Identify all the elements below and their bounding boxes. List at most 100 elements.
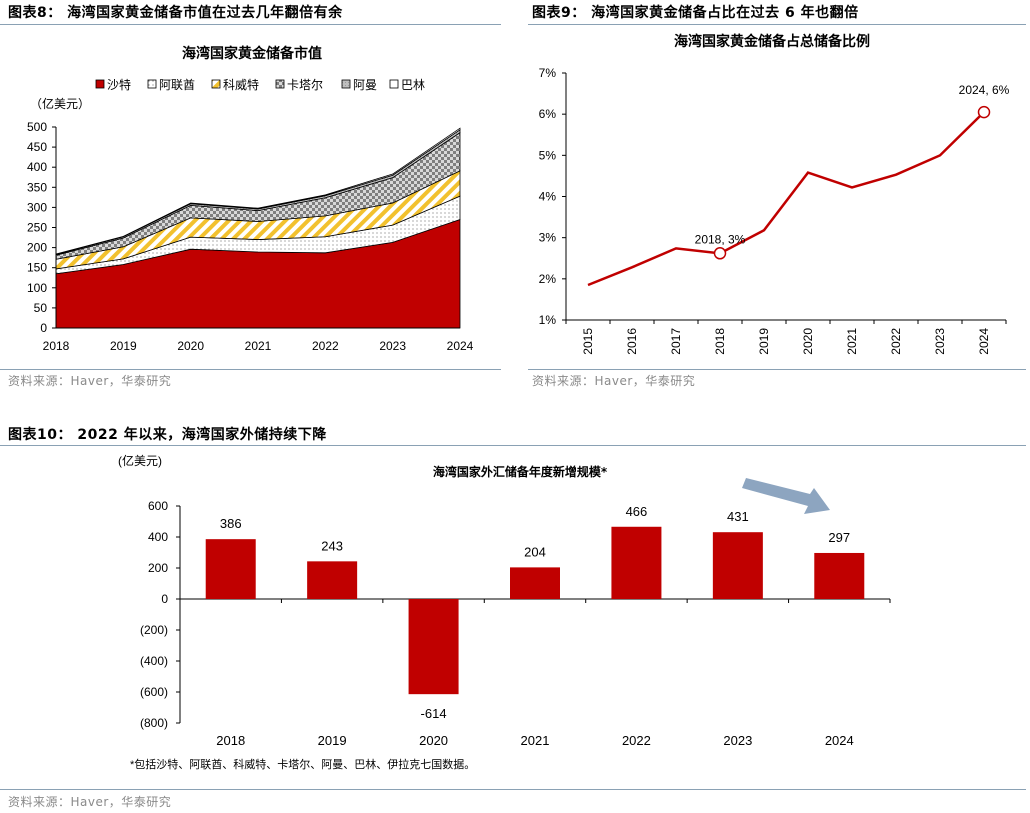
share-series-line xyxy=(587,111,985,287)
chart1-legend-swatch xyxy=(95,79,105,89)
chart3-x-tick-label: 2021 xyxy=(521,733,550,748)
figure-10-caption: 图表10： 2022 年以来，海湾国家外储持续下降 xyxy=(8,427,327,443)
area-series-5 xyxy=(55,127,461,255)
chart3-title: 海湾国家外汇储备年度新增规模* xyxy=(433,464,608,479)
chart1-legend-label: 卡塔尔 xyxy=(287,77,323,92)
figure-9-bottom-rule xyxy=(528,369,1026,370)
chart3-y-tick-label: (400) xyxy=(140,654,168,668)
chart1-y-tick-label: 0 xyxy=(40,321,47,335)
chart1-title: 海湾国家黄金储备市值 xyxy=(182,45,322,62)
bar-data-label: 297 xyxy=(828,530,850,545)
annotation-marker xyxy=(977,105,991,119)
chart1-legend-label: 阿曼 xyxy=(353,78,377,92)
chart1-y-tick-label: 100 xyxy=(27,281,47,295)
chart3-y-tick-label: (600) xyxy=(140,685,168,699)
chart1-legend-label: 沙特 xyxy=(107,77,131,92)
chart3-unit-label: (亿美元) xyxy=(118,453,162,468)
chart2-y-tick-label: 5% xyxy=(539,148,557,162)
chart2-y-tick-label: 6% xyxy=(539,107,557,121)
chart3-y-tick-label: 400 xyxy=(148,530,168,544)
trend-arrow-icon xyxy=(742,478,830,514)
gold-reserve-share-chart: 海湾国家黄金储备占总储备比例 1% 2% 3% 4% 5% 6% 7% 2015 2016 201… xyxy=(539,33,1010,355)
chart1-legend-label: 科威特 xyxy=(223,77,259,92)
chart1-x-tick-label: 2024 xyxy=(447,339,474,353)
chart2-x-tick-label: 2020 xyxy=(801,328,815,355)
chart3-x-tick-label: 2019 xyxy=(318,733,347,748)
figure-10-source: 资料来源：Haver，华泰研究 xyxy=(8,795,172,809)
bar xyxy=(712,532,763,599)
chart2-title: 海湾国家黄金储备占总储备比例 xyxy=(674,33,870,50)
chart2-x-tick-label: 2021 xyxy=(845,328,859,355)
figure-8-source: 资料来源：Haver，华泰研究 xyxy=(8,374,172,388)
chart2-y-tick-label: 2% xyxy=(539,272,557,286)
chart2-y-tick-label: 3% xyxy=(539,231,557,245)
annotation-label: 2024, 6% xyxy=(959,83,1010,97)
chart1-legend-swatch xyxy=(275,79,285,89)
figure-9-caption: 图表9： 海湾国家黄金储备占比在过去 6 年也翻倍 xyxy=(532,5,859,21)
chart2-x-tick-label: 2015 xyxy=(581,328,595,355)
chart3-y-tick-label: (800) xyxy=(140,716,168,730)
bar-data-label: 204 xyxy=(524,544,546,559)
chart3-footnote: *包括沙特、阿联酋、科威特、卡塔尔、阿曼、巴林、伊拉克七国数据。 xyxy=(130,757,475,771)
bar xyxy=(205,539,256,599)
chart1-legend-swatch xyxy=(389,79,399,89)
chart3-x-tick-label: 2024 xyxy=(825,733,854,748)
chart1-y-tick-label: 350 xyxy=(27,180,47,194)
chart3-y-tick-label: 0 xyxy=(161,592,168,606)
chart3-x-tick-label: 2018 xyxy=(216,733,245,748)
chart1-legend-swatch xyxy=(341,79,351,89)
chart1-x-tick-label: 2019 xyxy=(110,339,137,353)
chart1-y-tick-label: 500 xyxy=(27,120,47,134)
chart1-unit-label: （亿美元） xyxy=(30,96,90,111)
chart2-x-tick-label: 2018 xyxy=(713,328,727,355)
figure-9-source: 资料来源：Haver，华泰研究 xyxy=(532,374,696,388)
chart2-x-tick-label: 2017 xyxy=(669,328,683,355)
bar-data-label: 243 xyxy=(321,538,343,553)
chart1-y-tick-label: 150 xyxy=(27,261,47,275)
figure-8-top-rule xyxy=(0,24,501,25)
chart2-x-tick-label: 2024 xyxy=(977,328,991,355)
bar xyxy=(611,526,662,599)
bar xyxy=(408,599,459,695)
chart2-x-tick-label: 2023 xyxy=(933,328,947,355)
gold-reserve-value-chart: 海湾国家黄金储备市值 沙特 阿联酋 科威特 卡塔尔 阿曼 巴林 （亿美元） 0 50 100 1… xyxy=(27,45,474,353)
bar-data-label: 431 xyxy=(727,509,749,524)
chart2-y-tick-label: 4% xyxy=(539,190,557,204)
chart3-y-tick-label: 200 xyxy=(148,561,168,575)
chart3-x-tick-label: 2020 xyxy=(419,733,448,748)
chart1-legend-label: 阿联酋 xyxy=(159,77,195,92)
chart1-y-tick-label: 400 xyxy=(27,160,47,174)
chart1-y-tick-label: 300 xyxy=(27,200,47,214)
fx-reserve-change-chart: (亿美元) 海湾国家外汇储备年度新增规模* 600 400 200 0 (200) (40… xyxy=(118,453,891,771)
figure-8-caption: 图表8： 海湾国家黄金储备市值在过去几年翻倍有余 xyxy=(8,5,343,21)
chart2-x-tick-label: 2019 xyxy=(757,328,771,355)
chart3-y-tick-label: 600 xyxy=(148,499,168,513)
chart1-y-tick-label: 450 xyxy=(27,140,47,154)
bar xyxy=(307,561,358,599)
bar xyxy=(814,552,865,599)
chart1-y-tick-label: 250 xyxy=(27,221,47,235)
chart1-x-tick-label: 2018 xyxy=(43,339,70,353)
chart1-x-tick-label: 2023 xyxy=(379,339,406,353)
chart1-legend: 沙特 阿联酋 科威特 卡塔尔 阿曼 巴林 xyxy=(95,77,425,92)
chart1-legend-swatch xyxy=(147,79,157,89)
figure-9-top-rule xyxy=(528,24,1026,25)
figure-10-bottom-rule xyxy=(0,789,1026,790)
chart1-x-tick-label: 2020 xyxy=(177,339,204,353)
bar-data-label: 466 xyxy=(626,504,648,519)
annotation-label: 2018, 3% xyxy=(695,232,746,246)
chart2-x-tick-label: 2016 xyxy=(625,328,639,355)
chart1-x-tick-label: 2021 xyxy=(245,339,272,353)
chart1-y-tick-label: 200 xyxy=(27,241,47,255)
chart3-y-tick-label: (200) xyxy=(140,623,168,637)
chart1-legend-label: 巴林 xyxy=(401,78,425,92)
bar-data-label: 386 xyxy=(220,516,242,531)
bar xyxy=(510,567,560,599)
bar-data-label: -614 xyxy=(421,706,447,721)
chart1-x-tick-label: 2022 xyxy=(312,339,339,353)
annotation-marker xyxy=(713,247,727,260)
chart2-y-tick-label: 1% xyxy=(539,313,557,327)
chart1-y-tick-label: 50 xyxy=(34,301,48,315)
chart3-x-tick-label: 2023 xyxy=(723,733,752,748)
chart1-legend-swatch xyxy=(211,79,221,89)
